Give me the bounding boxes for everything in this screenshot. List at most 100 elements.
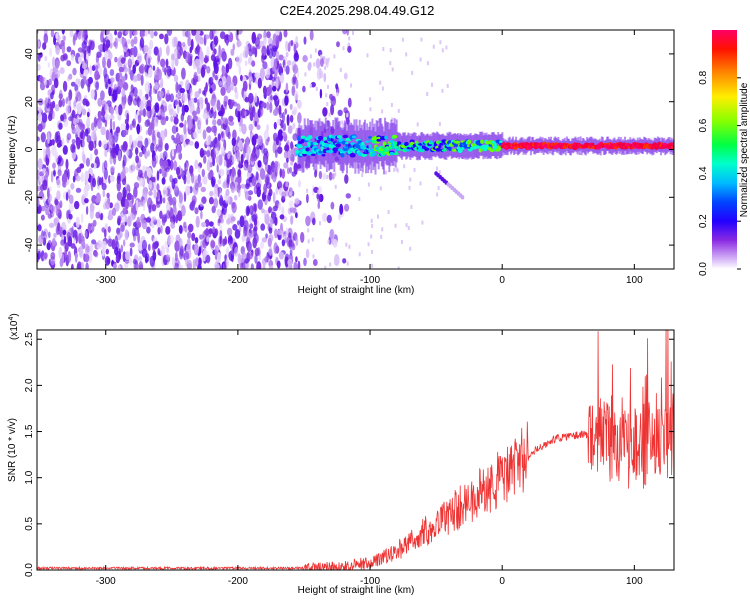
spectrogram-cell (300, 231, 305, 243)
spectrogram-cell (198, 257, 202, 267)
spectrogram-cell (143, 44, 149, 53)
spectrogram-cell (55, 33, 59, 40)
spectrogram-cell (261, 237, 268, 243)
spectrogram-cell (37, 63, 41, 71)
spectrogram-ridge-halo (457, 133, 459, 157)
spectrogram-cell (137, 232, 141, 244)
spectrogram-cell (436, 192, 439, 197)
spectrogram-cell (124, 229, 129, 241)
spectrogram-cell (384, 170, 387, 175)
spectrogram-cell (81, 108, 87, 116)
spectrogram-cell (271, 76, 276, 82)
spectrogram-cell (273, 121, 277, 130)
spectrogram-cell (132, 227, 136, 237)
spectrogram-cell (436, 166, 439, 171)
spectrogram-cell (231, 137, 236, 147)
spectrogram-cell (244, 96, 249, 103)
spectrogram-cell (254, 37, 260, 47)
spectrogram-cell (56, 190, 61, 201)
spectrogram-cell (114, 56, 118, 63)
spectrogram-cell (178, 224, 183, 234)
snr-y-tick-label: 1.5 (24, 424, 35, 438)
spectrogram-cell (217, 179, 222, 185)
spectrogram-cell (44, 55, 48, 62)
spectrogram-cell (395, 166, 398, 171)
spectrogram-cell (215, 155, 220, 164)
spectrogram-ridge-halo (436, 132, 439, 157)
spectrogram-cell (81, 240, 86, 249)
spectrogram-cell (181, 67, 186, 80)
spectrogram-cell (206, 236, 210, 243)
spectrogram-cell (129, 123, 133, 131)
spectrogram-cell (109, 175, 115, 182)
spectrogram-cell (65, 242, 69, 252)
spectrogram-cell (81, 235, 85, 242)
spectrogram-cell (115, 126, 121, 134)
spectrogram-cell (278, 202, 282, 211)
spectrogram-cell (54, 154, 59, 164)
spectrogram-cell (126, 192, 133, 201)
spectrogram-cell (324, 65, 327, 70)
spectrogram-cell (269, 246, 273, 257)
spectrogram-cell (206, 159, 211, 172)
spectrogram-ridge-halo (442, 133, 445, 158)
spectrogram-cell (293, 52, 299, 62)
spectrogram-cell (266, 31, 271, 39)
spectrogram-cell (103, 160, 108, 170)
spectrogram-cell (37, 250, 41, 260)
spectrogram-cell (144, 64, 149, 73)
spectrogram-cell (79, 163, 85, 169)
spectrogram-cell (142, 199, 146, 212)
spectrogram-cell (268, 206, 272, 214)
spectrogram-cell (138, 88, 143, 99)
spectrogram-cell (182, 30, 186, 37)
spectrogram-cell (104, 51, 110, 60)
spectrogram-cell (42, 42, 47, 50)
spectrogram-cell (81, 63, 88, 70)
spectrogram-cell (370, 234, 373, 239)
spectrogram-ridge-cell (404, 141, 409, 147)
spectrogram-cell (163, 150, 168, 161)
spectrogram-cell (209, 190, 214, 197)
spectrogram-cell (333, 54, 336, 59)
spectrogram-cell (330, 96, 337, 107)
spectrogram-cell (145, 110, 150, 117)
spectrogram-cell (358, 197, 361, 201)
spectrogram-cell (292, 64, 299, 75)
spectrogram-cell (175, 126, 179, 133)
spectrogram-ridge-cell (327, 137, 332, 142)
spectrogram-cell (102, 139, 108, 150)
spectrogram-cell (175, 132, 181, 145)
spectrogram-cell (264, 174, 270, 186)
spectrogram-cell (288, 200, 294, 209)
spectrogram-cell (397, 108, 400, 113)
spectrogram-ridge-cell (454, 140, 461, 144)
spectrogram-cell (295, 166, 298, 175)
spectrogram-cell (164, 33, 169, 45)
spectrogram-cell (133, 36, 138, 45)
spectrogram-cell (60, 239, 65, 246)
spectrogram-cell (149, 95, 153, 103)
spectrogram-cell (148, 190, 153, 196)
spectrogram-cell (323, 72, 327, 83)
spectrogram-cell (133, 98, 138, 106)
spectrogram-cell (303, 36, 307, 45)
spectrogram-cell (263, 209, 270, 221)
spectrogram-cell (334, 184, 337, 189)
spectrogram-cell (72, 175, 76, 183)
spectrogram-ridge-cell (345, 141, 349, 145)
spectrogram-cell (114, 246, 119, 256)
spectrogram-cell (181, 205, 186, 217)
spectrogram-cell (81, 139, 85, 148)
spectrogram-cell (124, 251, 131, 261)
spectrogram-cell (254, 92, 258, 103)
spectrogram-cell (135, 147, 139, 156)
spectrogram-cell (293, 106, 298, 114)
spectrogram-cell (165, 226, 171, 235)
spectrogram-cell (175, 251, 178, 262)
spectrogram-cell (118, 149, 122, 161)
spectrogram-cell (292, 207, 297, 214)
spectrogram-cell (219, 195, 224, 207)
spectrogram-cell (52, 56, 56, 68)
spectrogram-cell (179, 248, 184, 260)
